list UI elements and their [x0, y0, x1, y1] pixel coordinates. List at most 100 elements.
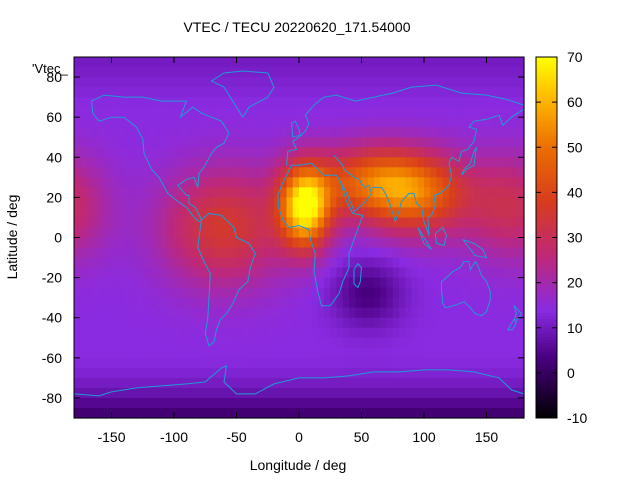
- heatmap-cell: [92, 247, 100, 259]
- heatmap-cell: [467, 107, 475, 118]
- heatmap-cell: [255, 177, 263, 188]
- heatmap-cell: [286, 187, 294, 198]
- heatmap-cell: [417, 277, 425, 289]
- heatmap-cell: [199, 117, 206, 128]
- heatmap-cell: [242, 237, 250, 249]
- colorbar-segment: [536, 219, 557, 223]
- heatmap-cell: [449, 217, 456, 229]
- heatmap-cell: [380, 247, 388, 259]
- heatmap-cell: [249, 297, 256, 309]
- colorbar-segment: [536, 84, 557, 88]
- heatmap-cell: [236, 407, 244, 419]
- heatmap-cell: [417, 157, 425, 168]
- heatmap-cell: [130, 327, 138, 339]
- heatmap-cell: [117, 307, 125, 319]
- heatmap-cell: [486, 87, 494, 98]
- heatmap-cell: [386, 237, 394, 249]
- heatmap-cell: [99, 367, 106, 379]
- heatmap-cell: [355, 327, 363, 339]
- heatmap-cell: [511, 397, 519, 409]
- heatmap-cell: [505, 317, 513, 329]
- heatmap-cell: [336, 257, 344, 269]
- heatmap-cell: [86, 377, 94, 389]
- heatmap-cell: [136, 157, 144, 168]
- heatmap-cell: [317, 287, 325, 299]
- heatmap-cell: [124, 297, 131, 309]
- heatmap-cell: [405, 367, 413, 379]
- heatmap-cell: [517, 77, 525, 88]
- heatmap-cell: [324, 277, 331, 289]
- colorbar-segment: [536, 315, 557, 320]
- heatmap-cell: [292, 387, 300, 399]
- heatmap-cell: [280, 337, 288, 349]
- heatmap-cell: [86, 117, 94, 128]
- heatmap-cell: [92, 67, 100, 78]
- heatmap-cell: [136, 77, 144, 88]
- heatmap-cell: [492, 157, 500, 168]
- heatmap-cell: [280, 57, 288, 68]
- heatmap-cell: [130, 317, 138, 329]
- heatmap-cell: [136, 257, 144, 269]
- heatmap-cell: [111, 227, 119, 239]
- heatmap-cell: [205, 377, 213, 389]
- heatmap-cell: [399, 217, 406, 229]
- heatmap-cell: [349, 287, 356, 299]
- heatmap-cell: [186, 357, 194, 369]
- heatmap-cell: [261, 137, 269, 148]
- heatmap-cell: [155, 137, 163, 148]
- heatmap-cell: [86, 237, 94, 249]
- heatmap-cell: [480, 227, 488, 239]
- colorbar-segment: [536, 357, 557, 362]
- heatmap-cell: [492, 77, 500, 88]
- heatmap-cell: [342, 227, 350, 239]
- heatmap-cell: [317, 367, 325, 379]
- heatmap-cell: [517, 137, 525, 148]
- heatmap-cell: [74, 97, 81, 108]
- heatmap-cell: [149, 347, 156, 359]
- heatmap-cell: [224, 147, 231, 158]
- heatmap-cell: [355, 377, 363, 389]
- heatmap-cell: [474, 227, 481, 239]
- heatmap-cell: [436, 207, 444, 219]
- heatmap-cell: [299, 207, 306, 219]
- heatmap-cell: [342, 377, 350, 389]
- heatmap-cell: [480, 277, 488, 289]
- heatmap-cell: [124, 157, 131, 168]
- heatmap-cell: [180, 277, 188, 289]
- heatmap-cell: [474, 107, 481, 118]
- heatmap-cell: [367, 347, 375, 359]
- heatmap-cell: [467, 117, 475, 128]
- heatmap-cell: [280, 207, 288, 219]
- heatmap-cell: [399, 297, 406, 309]
- y-tick-label: 20: [46, 189, 62, 205]
- heatmap-cell: [267, 317, 275, 329]
- heatmap-cell: [305, 237, 313, 249]
- heatmap-cell: [424, 407, 431, 419]
- heatmap-cell: [311, 307, 319, 319]
- heatmap-cell: [374, 207, 381, 219]
- heatmap-cell: [311, 177, 319, 188]
- heatmap-cell: [342, 117, 350, 128]
- heatmap-cell: [392, 127, 400, 138]
- heatmap-cell: [367, 147, 375, 158]
- heatmap-cell: [86, 217, 94, 229]
- heatmap-cell: [386, 247, 394, 259]
- heatmap-cell: [149, 137, 156, 148]
- colorbar-segment: [536, 402, 557, 407]
- heatmap-cell: [99, 377, 106, 389]
- heatmap-cell: [449, 277, 456, 289]
- heatmap-cell: [505, 187, 513, 198]
- heatmap-cell: [430, 347, 438, 359]
- heatmap-cell: [449, 247, 456, 259]
- heatmap-cell: [355, 227, 363, 239]
- heatmap-cell: [517, 207, 525, 219]
- heatmap-cell: [317, 257, 325, 269]
- heatmap-cell: [174, 337, 181, 349]
- heatmap-cell: [149, 217, 156, 229]
- heatmap-cell: [199, 297, 206, 309]
- heatmap-cell: [274, 197, 281, 209]
- heatmap-cell: [217, 307, 225, 319]
- heatmap-cell: [474, 247, 481, 259]
- heatmap-cell: [205, 387, 213, 399]
- heatmap-cell: [111, 117, 119, 128]
